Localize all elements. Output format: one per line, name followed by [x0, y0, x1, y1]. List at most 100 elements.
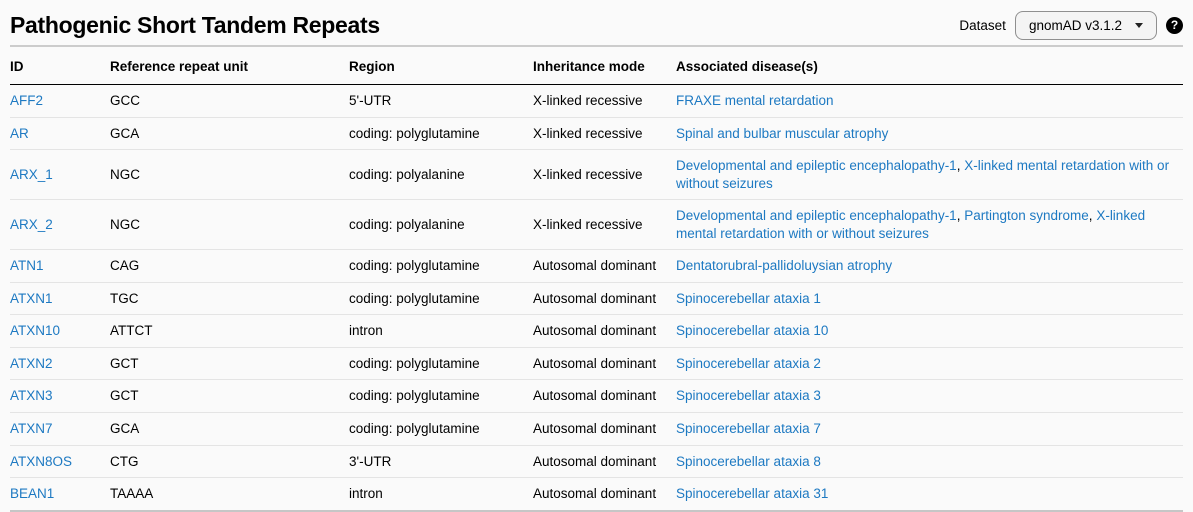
cell-diseases: Spinocerebellar ataxia 2: [676, 347, 1183, 381]
table-row: ARX_2 NGC coding: polyalanine X-linked r…: [10, 199, 1183, 251]
cell-id: ATXN10: [10, 314, 110, 348]
disease-link[interactable]: Developmental and epileptic encephalopat…: [676, 208, 957, 224]
str-id-link[interactable]: ARX_1: [10, 166, 53, 182]
cell-repeat-unit: GCA: [110, 117, 349, 151]
cell-id: ATXN7: [10, 412, 110, 446]
cell-id: AFF2: [10, 84, 110, 118]
disease-link[interactable]: Spinocerebellar ataxia 7: [676, 421, 821, 437]
cell-inheritance-mode: X-linked recessive: [533, 117, 676, 151]
cell-inheritance-mode: Autosomal dominant: [533, 249, 676, 283]
str-id-link[interactable]: ATN1: [10, 258, 44, 274]
str-id-link[interactable]: ATXN2: [10, 355, 53, 371]
cell-repeat-unit: GCC: [110, 84, 349, 118]
column-header-associated-diseases: Associated disease(s): [676, 46, 1183, 85]
cell-inheritance-mode: Autosomal dominant: [533, 412, 676, 446]
cell-region: coding: polyglutamine: [349, 379, 533, 414]
cell-region: intron: [349, 486, 383, 502]
disease-link[interactable]: X-linked mental retardation with or with…: [676, 208, 1146, 241]
cell-id: ATN1: [10, 249, 110, 283]
cell-diseases: Spinocerebellar ataxia 10: [676, 314, 1183, 348]
cell-id: BEAN1: [10, 478, 110, 511]
cell-repeat-unit: ATTCT: [110, 314, 349, 348]
column-header-region: Region: [349, 46, 533, 85]
disease-link[interactable]: Spinocerebellar ataxia 1: [676, 290, 821, 306]
table-row: ATXN8OS CTG 3'-UTR Autosomal dominant Sp…: [10, 445, 1183, 479]
cell-inheritance-mode: Autosomal dominant: [533, 445, 676, 479]
cell-id: ARX_1: [10, 149, 110, 201]
cell-region: coding: polyglutamine: [349, 249, 533, 283]
cell-region: coding: polyglutamine: [349, 117, 533, 151]
disease-link[interactable]: X-linked mental retardation with or with…: [676, 158, 1170, 191]
cell-repeat-unit: GCA: [110, 412, 349, 446]
cell-region: coding: polyglutamine: [349, 347, 533, 381]
dataset-selector-button[interactable]: gnomAD v3.1.2: [1014, 10, 1157, 40]
cell-id: ATXN1: [10, 282, 110, 316]
disease-link[interactable]: Developmental and epileptic encephalopat…: [676, 158, 957, 174]
cell-inheritance-mode: X-linked recessive: [533, 149, 676, 201]
cell-id: ATXN8OS: [10, 445, 110, 479]
disease-link[interactable]: Spinal and bulbar muscular atrophy: [676, 125, 889, 141]
dataset-selector-value: gnomAD v3.1.2: [1028, 17, 1122, 33]
chevron-down-icon: [1135, 22, 1143, 28]
column-header-id: ID: [10, 46, 110, 85]
cell-diseases: Spinocerebellar ataxia 3: [676, 379, 1183, 414]
table-row: ATN1 CAG coding: polyglutamine Autosomal…: [10, 249, 1183, 283]
cell-diseases: Spinocerebellar ataxia 1: [676, 282, 1183, 316]
disease-link[interactable]: Spinocerebellar ataxia 2: [676, 355, 821, 371]
str-id-link[interactable]: BEAN1: [10, 486, 55, 502]
cell-diseases: Spinocerebellar ataxia 7: [676, 412, 1183, 446]
disease-link[interactable]: Partington syndrome: [964, 208, 1089, 224]
cell-id: ATXN2: [10, 347, 110, 381]
cell-inheritance-mode: Autosomal dominant: [533, 282, 676, 316]
help-icon[interactable]: ?: [1166, 16, 1183, 34]
top-bar: Pathogenic Short Tandem Repeats Dataset …: [10, 6, 1183, 44]
cell-region: coding: polyglutamine: [349, 282, 533, 316]
cell-inheritance-mode: Autosomal dominant: [533, 314, 676, 348]
disease-link[interactable]: FRAXE mental retardation: [676, 93, 834, 108]
table-row: ATXN7 GCA coding: polyglutamine Autosoma…: [10, 412, 1183, 446]
cell-inheritance-mode: X-linked recessive: [533, 84, 676, 118]
table-row: ATXN10 ATTCT intron Autosomal dominant S…: [10, 314, 1183, 348]
table-header: ID Reference repeat unit Region Inherita…: [10, 46, 1183, 85]
str-id-link[interactable]: ATXN7: [10, 421, 53, 437]
cell-repeat-unit: NGC: [110, 199, 349, 251]
column-header-inheritance-mode: Inheritance mode: [533, 46, 676, 85]
str-id-link[interactable]: ATXN1: [10, 290, 53, 306]
table-row: BEAN1 TAAAA intron Autosomal dominant Sp…: [10, 478, 1183, 511]
disease-link[interactable]: Spinocerebellar ataxia 8: [676, 453, 821, 469]
disease-link[interactable]: Dentatorubral-pallidoluysian atrophy: [676, 258, 893, 274]
str-id-link[interactable]: ATXN3: [10, 388, 53, 404]
cell-inheritance-mode: Autosomal dominant: [533, 347, 676, 381]
cell-inheritance-mode: X-linked recessive: [533, 199, 676, 251]
table-row: ATXN1 TGC coding: polyglutamine Autosoma…: [10, 282, 1183, 316]
disease-link[interactable]: Spinocerebellar ataxia 31: [676, 486, 829, 502]
str-id-link[interactable]: AR: [10, 125, 29, 141]
cell-repeat-unit: CTG: [110, 445, 349, 479]
page-title: Pathogenic Short Tandem Repeats: [10, 11, 380, 38]
str-id-link[interactable]: ATXN8OS: [10, 453, 73, 469]
table-row: ARX_1 NGC coding: polyalanine X-linked r…: [10, 149, 1183, 201]
cell-region: coding: polyglutamine: [349, 412, 533, 446]
cell-region: coding: polyalanine: [349, 199, 533, 251]
column-header-repeat-unit: Reference repeat unit: [110, 46, 349, 85]
table-row: AR GCA coding: polyglutamine X-linked re…: [10, 117, 1183, 151]
dataset-label: Dataset: [959, 17, 1006, 33]
cell-id: ATXN3: [10, 379, 110, 414]
str-id-link[interactable]: ATXN10: [10, 323, 61, 339]
table-row: AFF2 GCC 5'-UTR X-linked recessive FRAXE…: [10, 84, 1183, 118]
str-id-link[interactable]: ARX_2: [10, 216, 53, 232]
cell-diseases: Spinal and bulbar muscular atrophy: [676, 117, 1183, 151]
str-id-link[interactable]: AFF2: [10, 93, 44, 108]
cell-diseases: Dentatorubral-pallidoluysian atrophy: [676, 249, 1183, 283]
cell-diseases: FRAXE mental retardation: [676, 84, 1183, 118]
cell-diseases: Developmental and epileptic encephalopat…: [676, 199, 1183, 251]
cell-region: 3'-UTR: [349, 445, 533, 479]
cell-repeat-unit: CAG: [110, 249, 349, 283]
dataset-control: Dataset gnomAD v3.1.2 ?: [959, 10, 1183, 40]
cell-repeat-unit: TAAAA: [110, 486, 154, 502]
table-row: ATXN3 GCT coding: polyglutamine Autosoma…: [10, 379, 1183, 414]
disease-link[interactable]: Spinocerebellar ataxia 3: [676, 388, 821, 404]
disease-link[interactable]: Spinocerebellar ataxia 10: [676, 323, 829, 339]
cell-inheritance-mode: Autosomal dominant: [533, 379, 676, 414]
